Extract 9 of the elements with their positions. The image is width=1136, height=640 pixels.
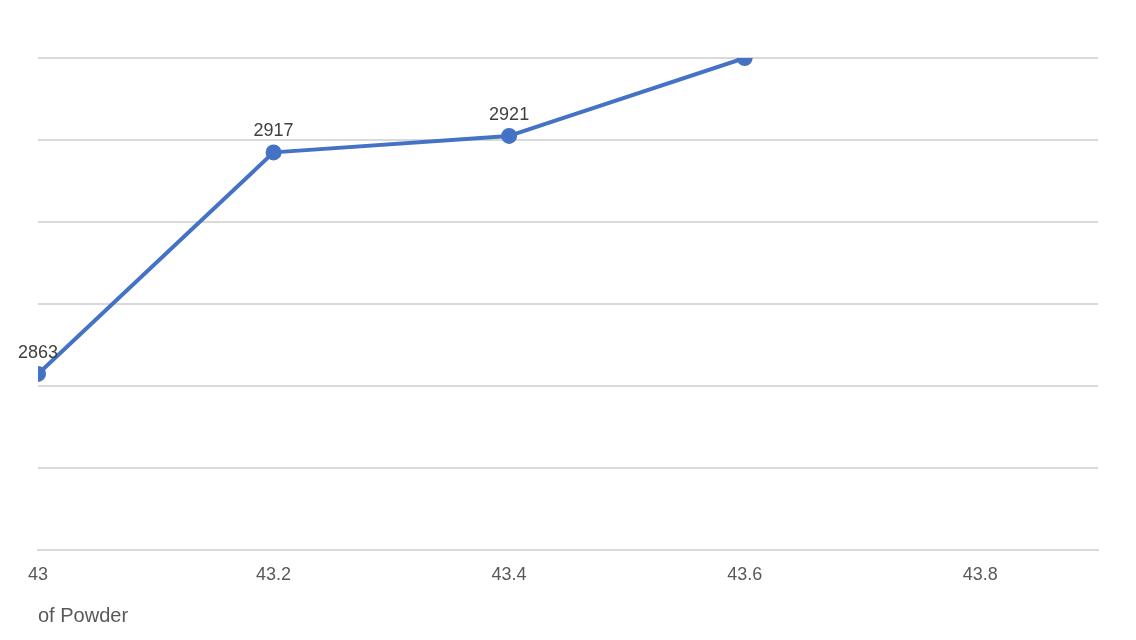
x-tick-label: 43.2 [256,564,292,585]
x-tick-label: 43.4 [491,564,527,585]
x-tick-label: 43.6 [727,564,763,585]
data-label: 2863 [17,341,59,362]
x-tick-label: 43.8 [962,564,998,585]
x-axis-title: of Powder [38,603,129,626]
x-tick-label: 43 [27,564,49,585]
data-label: 2917 [253,120,294,141]
data-label: 2921 [489,103,530,124]
